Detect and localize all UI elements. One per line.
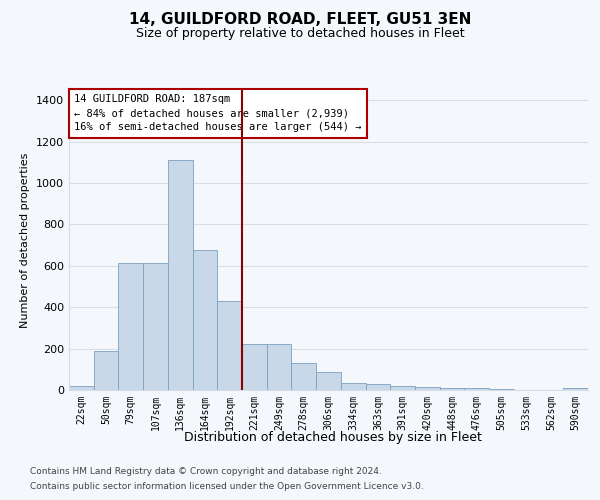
Bar bbox=[217, 301, 242, 390]
Bar bbox=[316, 372, 341, 390]
Bar bbox=[365, 384, 390, 390]
Bar bbox=[440, 388, 464, 390]
Bar bbox=[143, 263, 168, 390]
Text: Contains HM Land Registry data © Crown copyright and database right 2024.: Contains HM Land Registry data © Crown c… bbox=[30, 467, 382, 476]
Bar bbox=[267, 344, 292, 390]
Bar bbox=[168, 160, 193, 390]
Bar bbox=[118, 263, 143, 390]
Bar bbox=[464, 388, 489, 390]
Text: Size of property relative to detached houses in Fleet: Size of property relative to detached ho… bbox=[136, 28, 464, 40]
Y-axis label: Number of detached properties: Number of detached properties bbox=[20, 152, 31, 328]
Text: Distribution of detached houses by size in Fleet: Distribution of detached houses by size … bbox=[184, 431, 482, 444]
Text: 14, GUILDFORD ROAD, FLEET, GU51 3EN: 14, GUILDFORD ROAD, FLEET, GU51 3EN bbox=[129, 12, 471, 28]
Bar bbox=[415, 387, 440, 390]
Text: 14 GUILDFORD ROAD: 187sqm
← 84% of detached houses are smaller (2,939)
16% of se: 14 GUILDFORD ROAD: 187sqm ← 84% of detac… bbox=[74, 94, 362, 132]
Bar bbox=[69, 386, 94, 390]
Bar bbox=[489, 389, 514, 390]
Bar bbox=[341, 383, 365, 390]
Text: Contains public sector information licensed under the Open Government Licence v3: Contains public sector information licen… bbox=[30, 482, 424, 491]
Bar bbox=[390, 386, 415, 390]
Bar bbox=[242, 344, 267, 390]
Bar bbox=[292, 363, 316, 390]
Bar bbox=[563, 388, 588, 390]
Bar bbox=[193, 250, 217, 390]
Bar bbox=[94, 350, 118, 390]
